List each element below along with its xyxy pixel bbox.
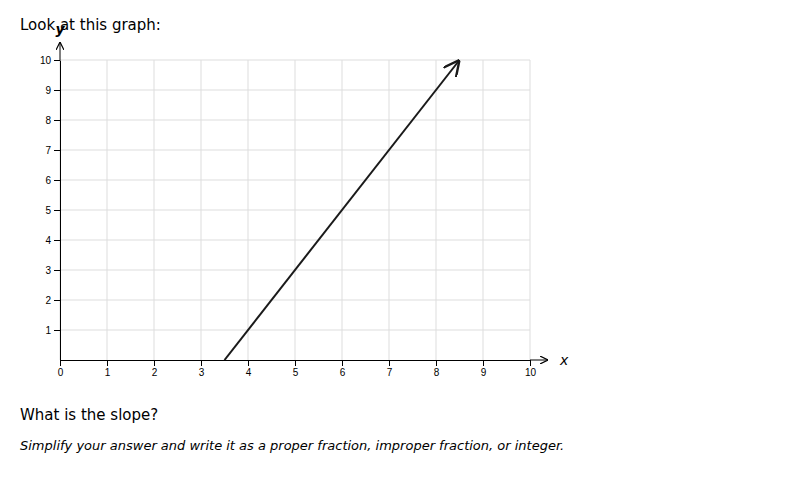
grid-line-y xyxy=(60,90,530,91)
y-axis-tick: 9 xyxy=(45,85,60,96)
y-axis-label: y xyxy=(55,21,65,37)
grid-line-y xyxy=(60,120,530,121)
x-axis-tick: 10 xyxy=(525,360,537,378)
y-axis: 1 2 3 4 5 6 7 8 9 10 xyxy=(40,55,61,361)
x-axis-tick: 5 xyxy=(293,360,299,378)
x-axis: 0 1 2 3 4 5 6 7 8 9 10 xyxy=(58,360,537,378)
y-axis-tick: 5 xyxy=(45,205,60,216)
x-axis-tick: 2 xyxy=(152,360,158,378)
x-axis-tick-label: 1 xyxy=(105,367,111,378)
x-axis-tick-label: 6 xyxy=(340,367,346,378)
title: Look at this graph: xyxy=(20,16,161,34)
grid-line-y xyxy=(60,180,530,181)
grid-line-y xyxy=(60,150,530,151)
y-axis-arrow xyxy=(60,42,61,60)
x-axis-tick-label: 3 xyxy=(199,367,205,378)
y-axis-tick: 4 xyxy=(45,235,60,246)
y-axis-tick-mark xyxy=(54,150,60,151)
y-axis-tick-label: 1 xyxy=(45,325,51,336)
x-axis-tick-mark xyxy=(530,360,531,366)
x-axis-tick-label: 5 xyxy=(293,367,299,378)
y-axis-tick-mark xyxy=(54,210,60,211)
y-axis-tick-mark xyxy=(54,270,60,271)
y-axis-tick-label: 5 xyxy=(45,205,51,216)
x-axis-tick: 1 xyxy=(105,360,111,378)
line xyxy=(225,60,460,360)
x-axis-tick-mark xyxy=(483,360,484,366)
y-axis-tick: 2 xyxy=(45,295,60,306)
y-axis-tick-mark xyxy=(54,300,60,301)
y-axis-tick-mark xyxy=(54,120,60,121)
y-axis-tick: 7 xyxy=(45,145,60,156)
x-axis-tick-mark xyxy=(342,360,343,366)
annotation: What is the slope? xyxy=(20,406,158,424)
x-axis-arrow xyxy=(530,360,548,361)
x-axis-tick-label: 7 xyxy=(387,367,393,378)
x-axis-tick-label: 0 xyxy=(58,367,64,378)
grid-line-y xyxy=(60,210,530,211)
y-axis-tick-mark xyxy=(54,90,60,91)
y-axis-tick: 3 xyxy=(45,265,60,276)
y-axis-tick-label: 2 xyxy=(45,295,51,306)
x-axis-tick: 6 xyxy=(340,360,346,378)
x-axis-tick-mark xyxy=(295,360,296,366)
x-axis-tick: 8 xyxy=(434,360,440,378)
y-axis-tick: 10 xyxy=(40,55,60,66)
grid-line-y xyxy=(60,300,530,301)
annotation: Simplify your answer and write it as a p… xyxy=(20,438,564,453)
x-axis-tick-label: 2 xyxy=(152,367,158,378)
x-axis-tick: 0 xyxy=(58,360,64,378)
x-axis-tick-mark xyxy=(154,360,155,366)
chart: Look at this graph: 0 1 2 3 4 5 6 7 8 9 10 1 2 3 4 5 6 7 8 9… xyxy=(0,0,800,498)
x-axis-tick-mark xyxy=(389,360,390,366)
grid-line-y xyxy=(60,240,530,241)
y-axis-tick-label: 4 xyxy=(45,235,51,246)
y-axis-tick-label: 10 xyxy=(40,55,52,66)
y-axis-tick: 6 xyxy=(45,175,60,186)
y-axis-line xyxy=(60,61,61,361)
y-axis-tick: 8 xyxy=(45,115,60,126)
y-axis-tick-label: 3 xyxy=(45,265,51,276)
y-axis-tick: 1 xyxy=(45,325,60,336)
x-axis-tick-label: 4 xyxy=(246,367,252,378)
grid-line-y xyxy=(60,330,530,331)
y-axis-tick-mark xyxy=(54,330,60,331)
y-axis-tick-mark xyxy=(54,60,60,61)
plot: 0 1 2 3 4 5 6 7 8 9 10 1 2 3 4 5 6 7 8 9 10 x y xyxy=(40,21,569,378)
x-axis-label: x xyxy=(559,352,569,368)
x-axis-tick-mark xyxy=(248,360,249,366)
x-axis-tick-label: 10 xyxy=(525,367,537,378)
x-axis-tick-mark xyxy=(107,360,108,366)
y-axis-tick-label: 8 xyxy=(45,115,51,126)
grid xyxy=(60,60,530,360)
x-axis-tick-mark xyxy=(201,360,202,366)
marks xyxy=(225,60,460,360)
x-axis-tick-label: 8 xyxy=(434,367,440,378)
x-axis-tick: 9 xyxy=(481,360,487,378)
x-axis-tick-label: 9 xyxy=(481,367,487,378)
x-axis-tick: 4 xyxy=(246,360,252,378)
x-axis-tick: 3 xyxy=(199,360,205,378)
x-axis-tick-mark xyxy=(60,360,61,366)
y-axis-tick-label: 9 xyxy=(45,85,51,96)
x-axis-tick-mark xyxy=(436,360,437,366)
y-axis-tick-label: 7 xyxy=(45,145,51,156)
y-axis-tick-mark xyxy=(54,240,60,241)
y-axis-tick-mark xyxy=(54,180,60,181)
x-axis-tick: 7 xyxy=(387,360,393,378)
y-axis-tick-label: 6 xyxy=(45,175,51,186)
